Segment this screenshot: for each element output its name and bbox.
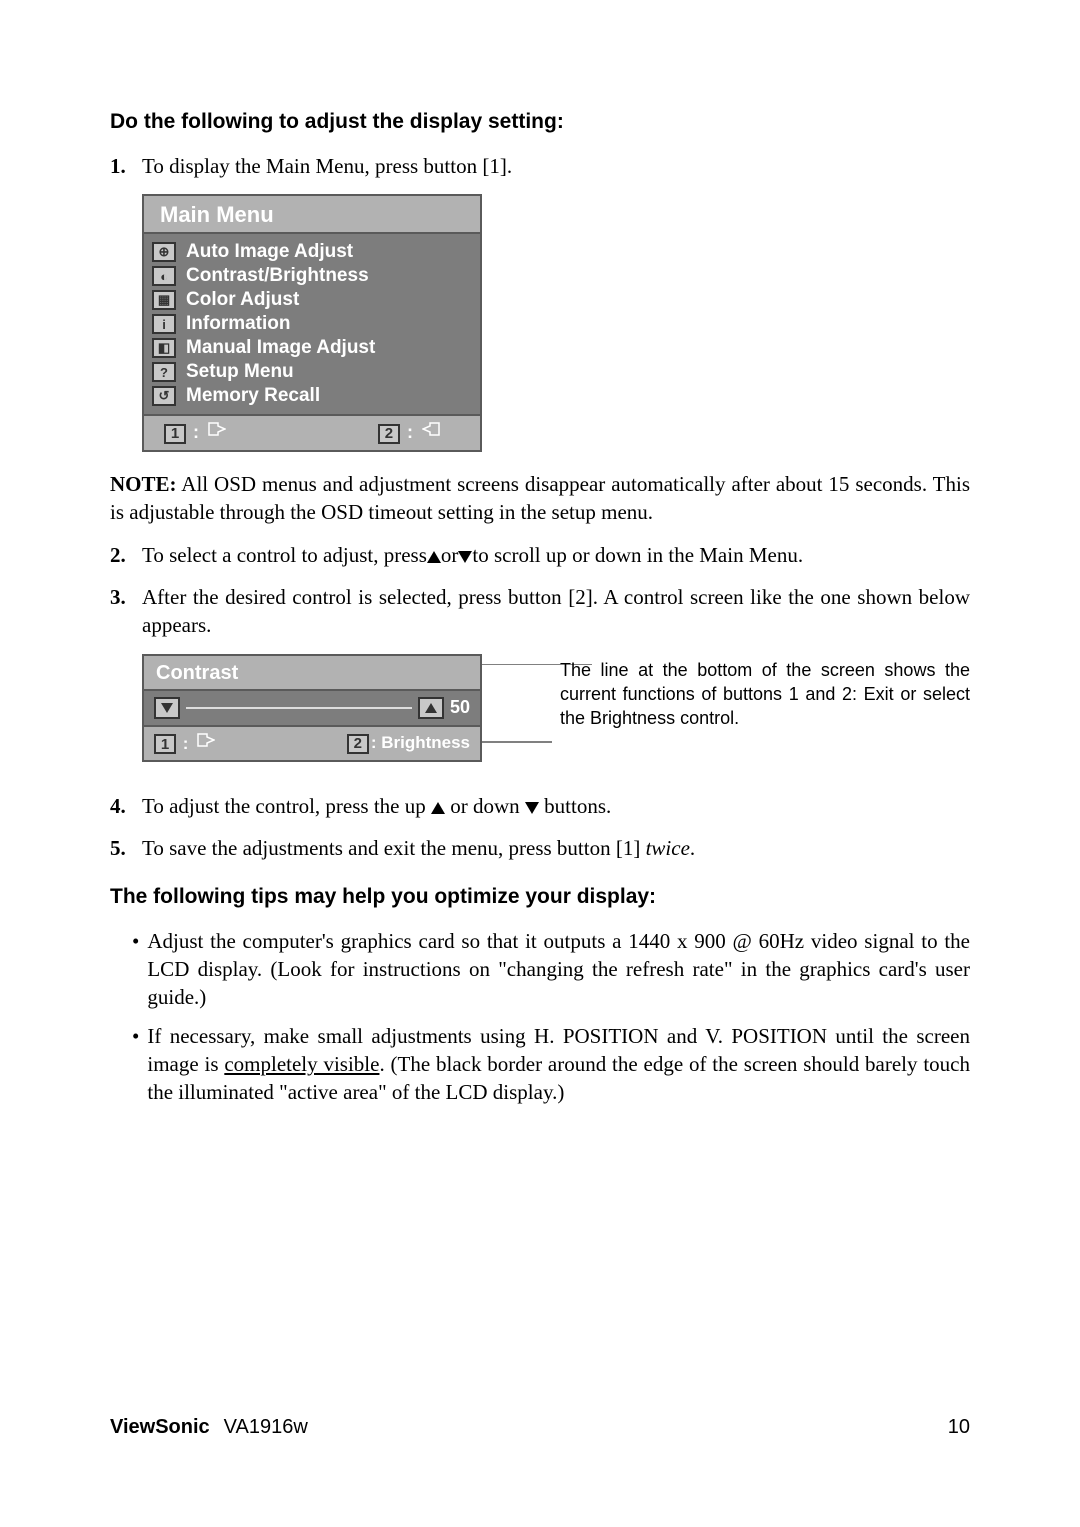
step-num: 3. [110, 583, 142, 611]
menu-item-setup: ? Setup Menu [152, 360, 472, 384]
info-icon: i [152, 314, 176, 334]
down-arrow-icon [154, 697, 180, 719]
step-text: To adjust the control, press the up or d… [142, 792, 970, 820]
colon: : [183, 734, 189, 753]
tip-text: If necessary, make small adjustments usi… [147, 1022, 970, 1107]
note: NOTE: All OSD menus and adjustment scree… [110, 470, 970, 527]
triangle-down-icon [458, 551, 472, 563]
menu-item-contrast: ◐ Contrast/Brightness [152, 264, 472, 288]
colon: : [407, 422, 413, 442]
step-1: 1. To display the Main Menu, press butto… [110, 152, 970, 180]
setup-icon: ? [152, 362, 176, 382]
contrast-value: 50 [450, 697, 470, 718]
key-1-icon: 1 [164, 424, 186, 444]
menu-item-auto-image: ⊕ Auto Image Adjust [152, 240, 472, 264]
main-menu-body: ⊕ Auto Image Adjust ◐ Contrast/Brightnes… [144, 232, 480, 416]
brightness-label: : Brightness [371, 733, 470, 752]
triangle-up-icon [427, 551, 441, 563]
color-icon: ▦ [152, 290, 176, 310]
page-number: 10 [948, 1416, 970, 1439]
osd-main-menu: Main Menu ⊕ Auto Image Adjust ◐ Contrast… [142, 194, 482, 452]
heading-adjust: Do the following to adjust the display s… [110, 110, 970, 134]
menu-item-info: i Information [152, 312, 472, 336]
up-arrow-icon [418, 697, 444, 719]
footer-model: VA1916w [224, 1416, 308, 1438]
menu-item-memory: ↺ Memory Recall [152, 384, 472, 408]
menu-label: Information [186, 313, 291, 335]
step-num: 1. [110, 152, 142, 180]
step-4: 4. To adjust the control, press the up o… [110, 792, 970, 820]
step-num: 2. [110, 541, 142, 569]
contrast-footer: 1 : 2: Brightness [144, 727, 480, 761]
step-text: To select a control to adjust, pressorto… [142, 541, 970, 569]
exit-icon [208, 422, 226, 438]
menu-item-manual: ◧ Manual Image Adjust [152, 336, 472, 360]
colon: : [193, 422, 199, 442]
menu-label: Setup Menu [186, 361, 294, 383]
contrast-icon: ◐ [152, 266, 176, 286]
key-2-icon: 2 [347, 734, 369, 754]
menu-label: Memory Recall [186, 385, 320, 407]
step-text: To save the adjustments and exit the men… [142, 834, 970, 862]
slider-track [186, 707, 412, 709]
bullet-icon: • [132, 927, 139, 955]
key-1-icon: 1 [154, 734, 176, 754]
menu-label: Color Adjust [186, 289, 299, 311]
tip-text: Adjust the computer's graphics card so t… [147, 927, 970, 1012]
main-menu-footer: 1 : 2 : [144, 416, 480, 450]
manual-icon: ◧ [152, 338, 176, 358]
tip-1: • Adjust the computer's graphics card so… [110, 927, 970, 1012]
menu-item-color: ▦ Color Adjust [152, 288, 472, 312]
page-footer: ViewSonic VA1916w 10 [110, 1416, 970, 1439]
note-label: NOTE: [110, 472, 177, 496]
memory-icon: ↺ [152, 386, 176, 406]
main-menu-title: Main Menu [144, 196, 480, 232]
step-num: 5. [110, 834, 142, 862]
bullet-icon: • [132, 1022, 139, 1050]
key-2-icon: 2 [378, 424, 400, 444]
tip-2: • If necessary, make small adjustments u… [110, 1022, 970, 1107]
footer-brand: ViewSonic [110, 1416, 210, 1438]
step-2: 2. To select a control to adjust, presso… [110, 541, 970, 569]
note-text: All OSD menus and adjustment screens dis… [110, 472, 970, 524]
step-num: 4. [110, 792, 142, 820]
menu-label: Auto Image Adjust [186, 241, 353, 263]
menu-label: Manual Image Adjust [186, 337, 375, 359]
heading-tips: The following tips may help you optimize… [110, 885, 970, 909]
triangle-down-icon [525, 802, 539, 814]
step-3: 3. After the desired control is selected… [110, 583, 970, 640]
underlined-text: completely visible [224, 1052, 379, 1076]
auto-image-icon: ⊕ [152, 242, 176, 262]
triangle-up-icon [431, 802, 445, 814]
step-text: After the desired control is selected, p… [142, 583, 970, 640]
annotation-text: The line at the bottom of the screen sho… [560, 658, 970, 731]
enter-icon [422, 422, 440, 438]
step-5: 5. To save the adjustments and exit the … [110, 834, 970, 862]
contrast-slider-row: 50 [144, 689, 480, 727]
twice-word: twice [646, 836, 690, 860]
osd-contrast: Contrast 50 1 : 2: Brightness [142, 654, 482, 763]
step-text: To display the Main Menu, press button [… [142, 152, 970, 180]
menu-label: Contrast/Brightness [186, 265, 369, 287]
exit-icon [197, 733, 215, 749]
contrast-title: Contrast [144, 656, 480, 689]
